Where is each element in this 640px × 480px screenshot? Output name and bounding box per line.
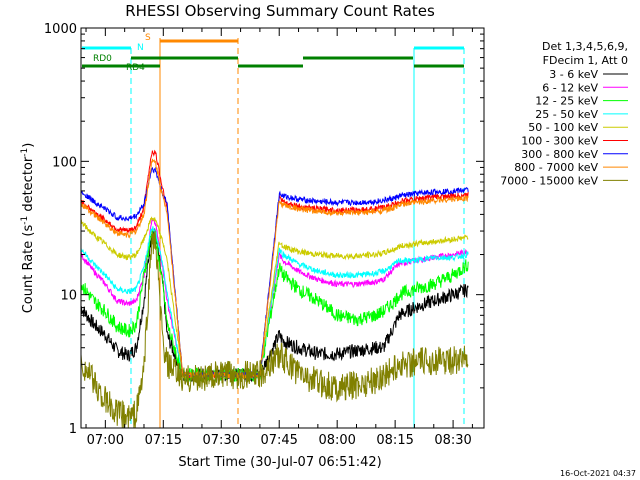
y-tick-label: 100 [52,155,77,170]
series-line-7 [80,158,469,380]
legend-label-3: 25 - 50 keV [535,108,598,121]
x-tick-label: 07:15 [145,433,182,448]
legend-label-7: 800 - 7000 keV [514,161,598,174]
series-line-4 [80,216,469,380]
y-label-sup-1: -1 [20,216,30,225]
flag-bars: S N RD0 RD4 [82,33,464,73]
legend-label-0: 3 - 6 keV [549,68,598,81]
y-axis-label: Count Rate (s-1 detector-1) [20,143,36,314]
x-tick-label: 08:15 [376,433,413,448]
legend: Det 1,3,4,5,6,9, FDecim 1, Att 0 3 - 6 k… [500,40,628,187]
series-line-6 [80,166,469,380]
x-tick-label: 07:30 [203,433,240,448]
saa-label: S [145,33,151,43]
legend-header-1: Det 1,3,4,5,6,9, [542,40,628,53]
rd0-label: RD0 [93,54,112,64]
plot-frame [80,27,485,429]
night-label: N [137,43,144,53]
y-label-part-3: ) [21,143,36,148]
legend-label-2: 12 - 25 keV [535,95,598,108]
legend-label-4: 50 - 100 keV [528,121,598,134]
y-tick-label: 10 [60,289,77,304]
timestamp: 16-Oct-2021 04:37 [560,469,636,478]
rd4-label: RD4 [126,63,145,73]
y-label-part-2: detector [21,156,36,216]
x-axis: 07:00 07:15 07:30 07:45 08:00 08:15 08:30 [85,28,473,448]
series-line-8 [80,230,469,429]
y-tick-label: 1000 [44,22,77,37]
legend-label-8: 7000 - 15000 keV [500,174,598,187]
series-layer [80,149,469,429]
legend-label-5: 100 - 300 keV [521,135,598,148]
x-axis-label: Start Time (30-Jul-07 06:51:42) [178,455,381,470]
x-tick-label: 08:00 [318,433,355,448]
y-tick-label: 1 [69,422,77,437]
series-line-3 [80,226,469,380]
x-tick-label: 07:45 [260,433,297,448]
y-label-sup-2: -1 [20,148,30,157]
y-axis: 1 10 100 1000 [44,22,484,437]
legend-label-1: 6 - 12 keV [542,81,598,94]
legend-label-6: 300 - 800 keV [521,148,598,161]
series-line-0 [80,228,469,383]
legend-header-2: FDecim 1, Att 0 [543,54,628,67]
series-line-2 [80,230,469,383]
y-label-part-1: Count Rate (s [21,225,36,314]
x-tick-label: 07:00 [87,433,124,448]
x-tick-label: 08:30 [434,433,471,448]
chart-title: RHESSI Observing Summary Count Rates [125,2,435,20]
